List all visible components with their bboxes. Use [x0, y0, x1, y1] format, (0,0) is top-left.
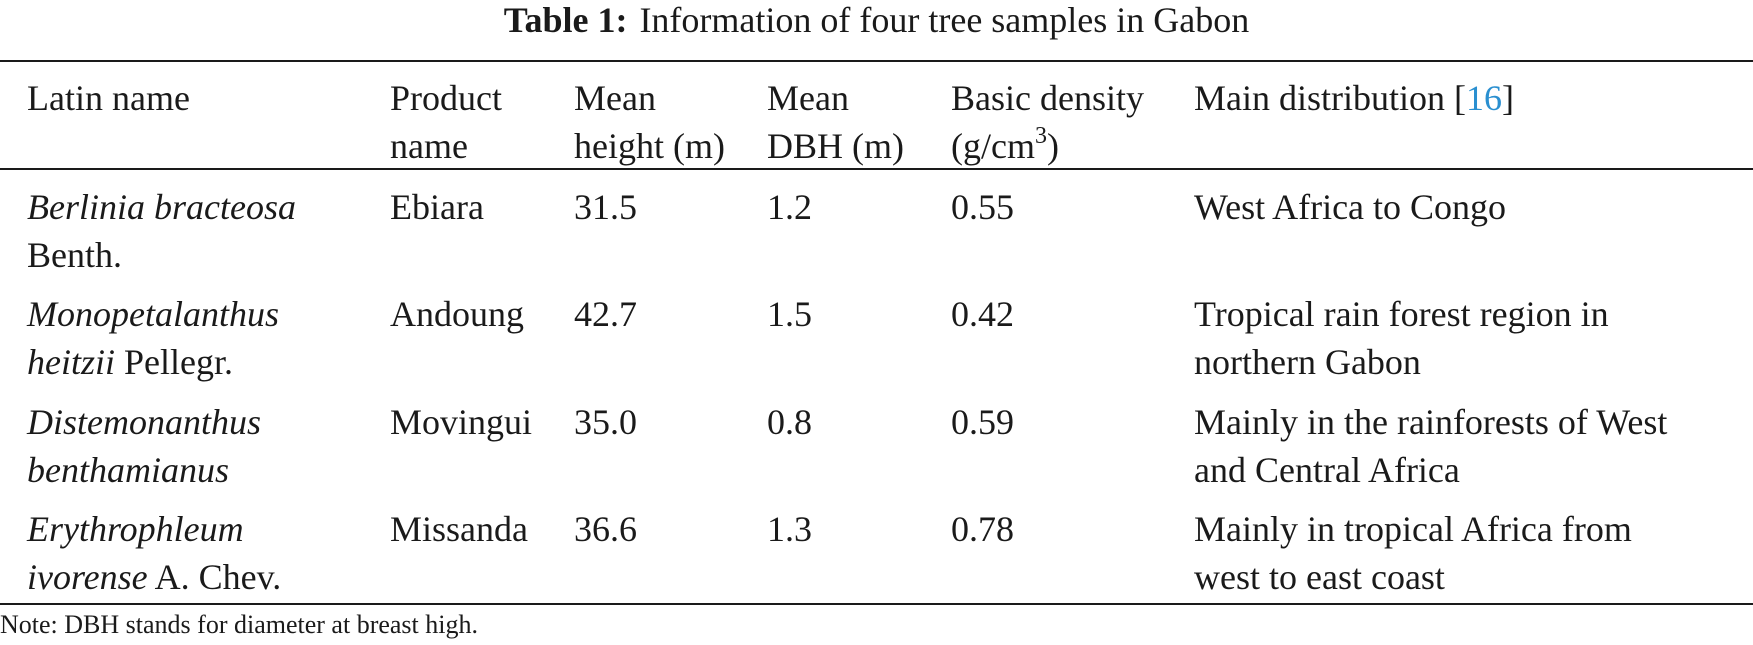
header-main-distribution-label: Main distribution [	[1194, 78, 1466, 118]
table-header-rule	[0, 168, 1753, 170]
table-bottom-rule	[0, 603, 1753, 605]
latin-name-italic: Erythrophleum	[27, 509, 244, 549]
header-latin-name: Latin name	[27, 78, 190, 118]
latin-name-italic: ivorense	[27, 557, 148, 597]
header-basic-density-unit: (g/cm	[951, 126, 1035, 166]
header-basic-density-exponent: 3	[1034, 123, 1047, 149]
header-mean-height-line2: height (m)	[574, 126, 725, 166]
table-row-3-dbh: 0.8	[767, 402, 812, 442]
table-row-3-height: 35.0	[574, 402, 637, 442]
latin-name-plain: A. Chev.	[147, 557, 282, 597]
table-row-2-latin-name: Monopetalanthus heitzii Pellegr.	[27, 290, 279, 386]
table-row-3-density: 0.59	[951, 402, 1014, 442]
header-mean-dbh-line1: Mean	[767, 78, 849, 118]
table-row-1-dbh: 1.2	[767, 187, 812, 227]
table-row-2-density: 0.42	[951, 294, 1014, 334]
table-row-1-height: 31.5	[574, 187, 637, 227]
table-row-2-product: Andoung	[390, 294, 524, 334]
header-mean-height-line1: Mean	[574, 78, 656, 118]
table-caption-text: Information of four tree samples in Gabo…	[639, 0, 1250, 40]
distribution-line: West Africa to Congo	[1194, 187, 1507, 227]
table-row-4-height: 36.6	[574, 509, 637, 549]
table-row-4-distribution: Mainly in tropical Africa from west to e…	[1194, 505, 1632, 601]
distribution-line: Mainly in the rainforests of West	[1194, 402, 1668, 442]
latin-name-italic: Berlinia bracteosa	[27, 187, 296, 227]
table-top-rule	[0, 60, 1753, 62]
header-product-name: Product name	[390, 74, 502, 170]
distribution-line: northern Gabon	[1194, 342, 1421, 382]
table-row-1-density: 0.55	[951, 187, 1014, 227]
header-main-distribution-close: ]	[1502, 78, 1514, 118]
header-product-name-line1: Product	[390, 78, 502, 118]
table-caption: Table 1: Information of four tree samples…	[0, 0, 1753, 40]
citation-link-16[interactable]: 16	[1466, 78, 1502, 118]
table-caption-label: Table 1:	[503, 0, 628, 40]
header-basic-density-close: )	[1046, 126, 1059, 166]
table-row-2-distribution: Tropical rain forest region in northern …	[1194, 290, 1609, 386]
latin-name-italic: Monopetalanthus	[27, 294, 279, 334]
header-basic-density-line1: Basic density	[951, 78, 1144, 118]
table-row-2-dbh: 1.5	[767, 294, 812, 334]
header-mean-dbh-line2: DBH (m)	[767, 126, 904, 166]
header-product-name-line2: name	[390, 126, 468, 166]
table-row-4-dbh: 1.3	[767, 509, 812, 549]
table-row-3-product: Movingui	[390, 402, 533, 442]
table-row-1-latin-name: Berlinia bracteosa Benth.	[27, 183, 296, 279]
table-row-4-latin-name: Erythrophleum ivorense A. Chev.	[27, 505, 281, 601]
table-row-4-product: Missanda	[390, 509, 528, 549]
table-row-2-height: 42.7	[574, 294, 637, 334]
table-note: Note: DBH stands for diameter at breast …	[0, 610, 478, 639]
distribution-line: west to east coast	[1194, 557, 1445, 597]
header-basic-density-line2: (g/cm3)	[951, 122, 1144, 170]
header-main-distribution: Main distribution [16]	[1194, 74, 1514, 122]
table-row-1-distribution: West Africa to Congo	[1194, 183, 1506, 231]
latin-name-italic: heitzii	[27, 342, 115, 382]
table-row-4-density: 0.78	[951, 509, 1014, 549]
latin-name-plain: Pellegr.	[115, 342, 233, 382]
table-row-3-latin-name: Distemonanthus benthamianus	[27, 398, 261, 494]
latin-name-italic: Distemonanthus	[27, 402, 261, 442]
distribution-line: Mainly in tropical Africa from	[1194, 509, 1632, 549]
header-mean-dbh: Mean DBH (m)	[767, 74, 904, 170]
table-row-3-distribution: Mainly in the rainforests of West and Ce…	[1194, 398, 1667, 494]
latin-name-plain: Benth.	[27, 235, 122, 275]
header-mean-height: Mean height (m)	[574, 74, 725, 170]
header-basic-density: Basic density (g/cm3)	[951, 74, 1144, 170]
table-row-1-product: Ebiara	[390, 187, 484, 227]
distribution-line: and Central Africa	[1194, 450, 1460, 490]
latin-name-italic: benthamianus	[27, 450, 229, 490]
distribution-line: Tropical rain forest region in	[1194, 294, 1609, 334]
